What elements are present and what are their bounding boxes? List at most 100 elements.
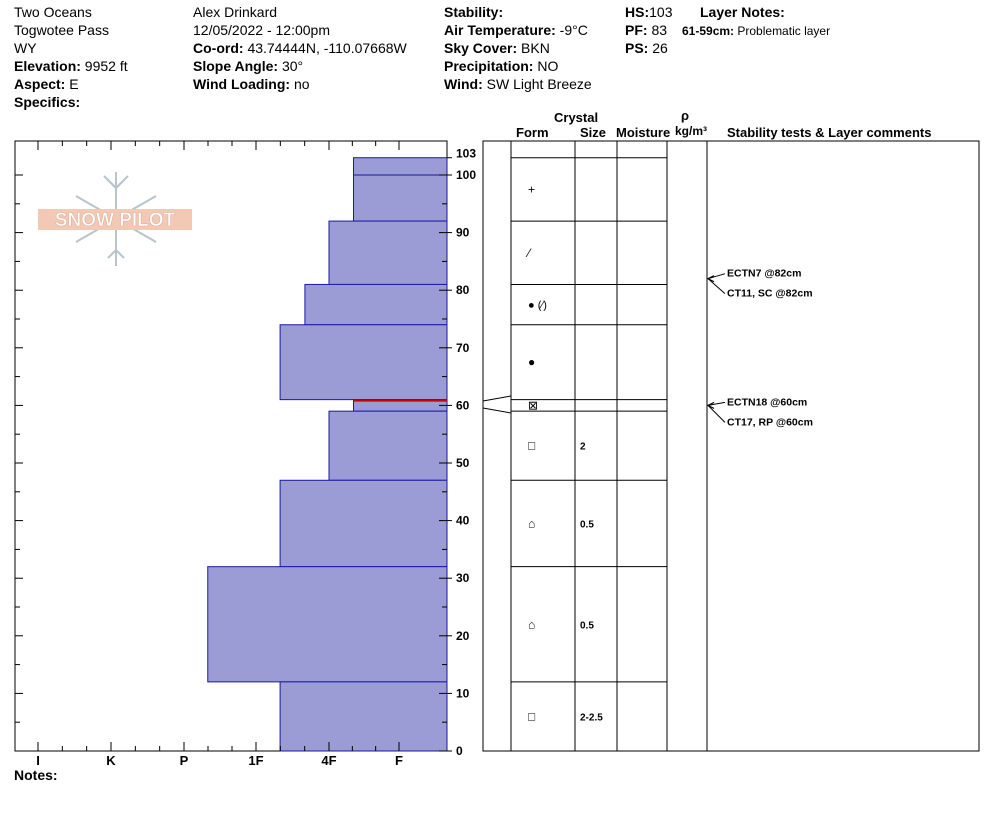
y-tick-label: 10 (456, 686, 470, 700)
slope-label: Slope Angle: (193, 58, 279, 74)
air-temperature: Air Temperature: -9°C (444, 21, 588, 39)
column-dividers (510, 141, 708, 751)
y-tick-label: 0 (456, 744, 463, 758)
aspect-label: Aspect: (14, 76, 66, 92)
elevation-value: 9952 ft (84, 58, 128, 74)
notes-label: Notes: (14, 767, 58, 783)
stability-test-arrow (707, 405, 726, 423)
wind-value: SW Light Breeze (486, 76, 592, 92)
precip-label: Precipitation: (444, 58, 534, 74)
snowpilot-logo: SNOW PILOT (38, 172, 192, 266)
x-tick-label: P (180, 753, 189, 768)
grain-size-value: 2 (580, 442, 586, 453)
elevation-label: Elevation: (14, 58, 81, 74)
grain-form-symbol: ⁄ (525, 246, 532, 260)
grain-form-symbol: ● (⁄) (528, 300, 547, 312)
pf: PF: 83 (625, 21, 667, 39)
x-tick-label: 4F (321, 753, 336, 768)
grain-form-symbol: ⌂ (528, 617, 535, 631)
arrow-head-icon (706, 275, 715, 283)
stability-test-label: CT17, RP @60cm (727, 416, 813, 428)
grain-form-symbol: ● (528, 355, 535, 369)
hardness-layer-bar (279, 681, 448, 752)
air-temp-label: Air Temperature: (444, 22, 556, 38)
layer-connector (482, 407, 512, 414)
ps: PS: 26 (625, 39, 668, 57)
hardness-layer-bar (207, 566, 448, 683)
hardness-layer-bar (279, 479, 448, 568)
slope-value: 30° (281, 58, 304, 74)
density-unit-header: kg/m³ (675, 124, 708, 138)
elevation: Elevation: 9952 ft (14, 57, 128, 75)
grain-size-value: 0.5 (580, 620, 594, 631)
wind-loading-value: no (293, 76, 310, 92)
air-temp-value: -9°C (559, 22, 588, 38)
stability-test-arrow (707, 401, 726, 406)
y-tick-label: 20 (456, 629, 470, 643)
grain-form-symbol: ⊠ (528, 398, 538, 412)
y-tick-label: 70 (456, 341, 470, 355)
hs-value: 103 (649, 4, 673, 20)
y-tick-label: 103 (456, 147, 476, 161)
wind: Wind: SW Light Breeze (444, 75, 592, 93)
stability-tests-header: Stability tests & Layer comments (727, 125, 932, 140)
layer-table-frame (482, 140, 980, 752)
layer-note: 61-59cm: Problematic layer (682, 22, 830, 40)
y-tick-label: 50 (456, 456, 470, 470)
arrow-head-icon (706, 401, 715, 409)
stability-test-label: ECTN7 @82cm (727, 268, 801, 280)
y-tick-label: 40 (456, 514, 470, 528)
layer-notes-label: Layer Notes: (700, 4, 785, 20)
hardness-layer-bar (304, 283, 448, 326)
ps-value: 26 (652, 40, 668, 56)
x-tick-label: F (395, 753, 403, 768)
hs: HS:103 (625, 3, 672, 21)
layer-note-range: 61-59cm: (682, 24, 735, 38)
hardness-layer-bar (328, 220, 448, 285)
x-tick-label: I (36, 753, 40, 768)
y-tick-label: 90 (456, 226, 470, 240)
y-tick-label: 60 (456, 398, 470, 412)
stability-test-arrow (707, 278, 726, 295)
logo-band (38, 209, 192, 230)
coord-value: 43.74444N, -110.07668W (247, 40, 407, 56)
logo-text: SNOW PILOT (55, 210, 176, 231)
observer: Alex Drinkard (193, 4, 278, 20)
aspect: Aspect: E (14, 75, 79, 93)
grain-size-value: 0.5 (580, 519, 594, 530)
grain-form-symbol: □ (528, 439, 535, 453)
y-tick-label: 100 (456, 168, 476, 182)
hardness-layer-bar (353, 174, 448, 222)
stability-label: Stability: (444, 4, 504, 20)
layer-note-text: Problematic layer (737, 24, 831, 38)
precipitation: Precipitation: NO (444, 57, 558, 75)
hardness-layer-bar (328, 410, 448, 481)
wind-loading: Wind Loading: no (193, 75, 310, 93)
hardness-layer-bar (353, 157, 448, 176)
state: WY (14, 40, 37, 56)
size-header: Size (580, 125, 607, 140)
sky-value: BKN (521, 40, 550, 56)
slope-angle: Slope Angle: 30° (193, 57, 303, 75)
moisture-header: Moisture (616, 125, 671, 140)
layer-connector (482, 395, 512, 402)
datetime: 12/05/2022 - 12:00pm (193, 22, 330, 38)
sky-cover: Sky Cover: BKN (444, 39, 550, 57)
stability-test-arrow (707, 273, 726, 280)
grain-form-symbol: ⌂ (528, 516, 535, 530)
x-tick-label: K (106, 753, 116, 768)
rho-header: ρ (681, 108, 690, 123)
wind-loading-label: Wind Loading: (193, 76, 291, 92)
pf-label: PF: (625, 22, 648, 38)
y-tick-label: 80 (456, 283, 470, 297)
grain-size-value: 2-2.5 (580, 712, 603, 723)
hardness-layer-bar (279, 324, 448, 401)
aspect-value: E (69, 76, 79, 92)
sky-label: Sky Cover: (444, 40, 518, 56)
form-header: Form (516, 125, 549, 140)
grain-form-symbol: + (528, 182, 535, 196)
stability-test-label: ECTN18 @60cm (727, 396, 807, 408)
hs-label: HS: (625, 4, 650, 20)
stability-test-label: CT11, SC @82cm (727, 288, 813, 300)
